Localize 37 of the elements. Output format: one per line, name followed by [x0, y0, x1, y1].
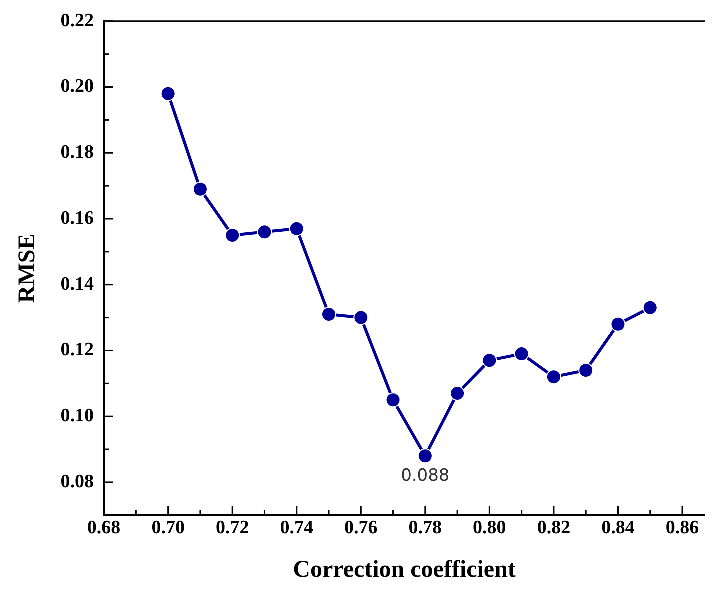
point	[642, 300, 658, 316]
y-tick-label: 0.16	[60, 208, 94, 229]
point	[322, 307, 337, 322]
point	[514, 346, 530, 362]
text: 0.10	[60, 406, 94, 427]
y-axis-title: RMSE	[14, 234, 41, 304]
x-tick-label: 0.82	[537, 518, 571, 539]
text: 0.80	[473, 518, 506, 539]
y-tick-label: 0.08	[60, 471, 94, 492]
x-tick-label: 0.78	[408, 518, 442, 539]
y-tick-label: 0.22	[60, 10, 94, 32]
x-tick-label: 0.72	[216, 518, 250, 539]
point	[418, 448, 433, 464]
annotation: 0.088	[401, 466, 450, 486]
x-tick-label: 0.74	[280, 518, 314, 539]
point	[225, 228, 240, 243]
point	[610, 316, 626, 332]
text: 0.20	[60, 76, 94, 98]
y-tick-label: 0.18	[60, 142, 94, 164]
x-tick-label: 0.86	[666, 518, 700, 539]
point	[386, 392, 401, 408]
x-tick-label: 0.84	[602, 518, 636, 539]
text: 0.70	[152, 518, 185, 539]
point	[546, 370, 562, 385]
point	[192, 182, 208, 197]
point	[354, 310, 369, 326]
point	[450, 386, 466, 402]
point	[160, 86, 176, 102]
point	[289, 221, 304, 236]
y-tick-label: 0.12	[60, 340, 94, 361]
point	[482, 353, 498, 368]
x-axis-title: Correction coefficient	[293, 556, 516, 583]
y-tick-label: 0.14	[60, 274, 95, 295]
x-tick-label: 0.76	[344, 518, 378, 539]
x-tick-label: 0.68	[87, 518, 121, 539]
point	[257, 224, 272, 240]
point	[578, 362, 594, 378]
